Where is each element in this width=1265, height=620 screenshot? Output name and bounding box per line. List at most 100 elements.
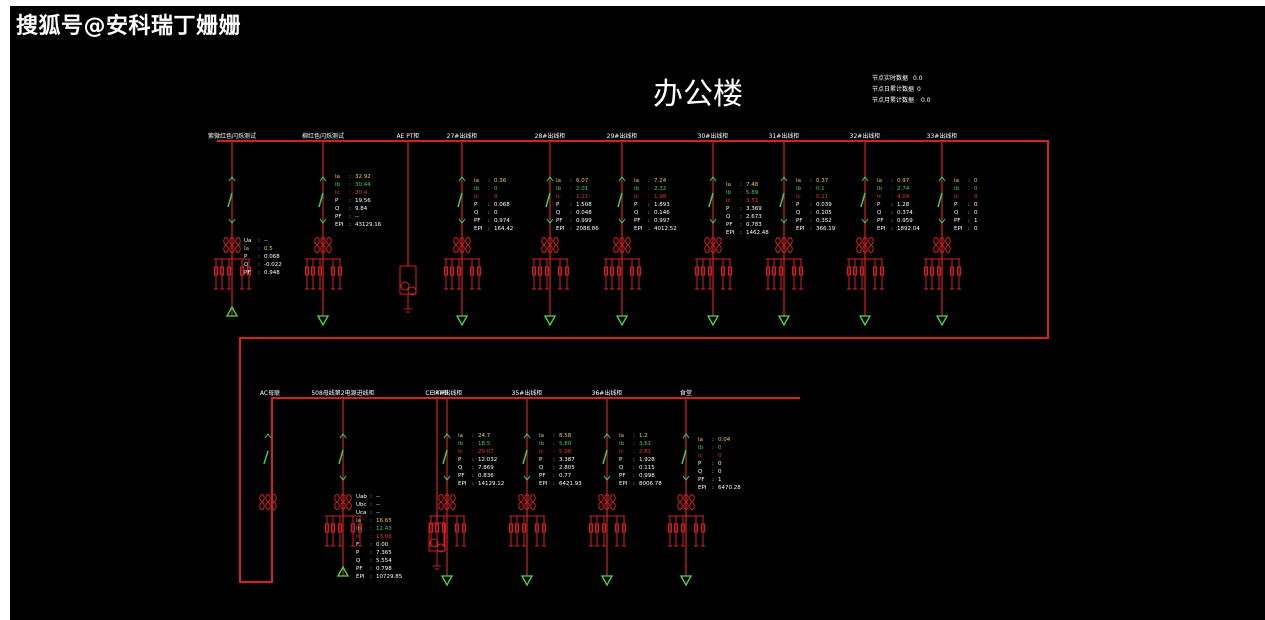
chevron-down-icon bbox=[603, 475, 611, 481]
meter-colon: : bbox=[891, 226, 893, 232]
meter-colon: : bbox=[712, 461, 714, 467]
chevron-up-icon bbox=[938, 176, 946, 182]
meter-value: 6470.28 bbox=[718, 485, 741, 491]
arrester-icon bbox=[240, 266, 244, 276]
feeder-row2-5: 36#出线柜Ia:1.2Ib:3.61Ic:2.81P:1.928Q:0.115… bbox=[589, 389, 662, 587]
meter-value: 0.836 bbox=[478, 473, 494, 479]
stat-label: 节点日累计数据 bbox=[872, 85, 914, 93]
meter-colon: : bbox=[488, 218, 490, 224]
arrester-icon bbox=[957, 266, 961, 276]
meter-readings: Ia:7.48Ib:5.89Ic:3.51P:3.369Q:2.673PF:0.… bbox=[726, 182, 769, 236]
meter-label: Ia bbox=[954, 178, 959, 184]
meter-colon: : bbox=[810, 178, 812, 184]
switch-blade bbox=[545, 192, 551, 208]
meter-label: Ia bbox=[619, 433, 624, 439]
chevron-up-icon bbox=[709, 176, 717, 182]
meter-label: Ubc bbox=[356, 502, 367, 508]
meter-label: Ib bbox=[634, 186, 640, 192]
arrester-icon bbox=[779, 266, 783, 276]
ct-icon bbox=[259, 494, 265, 502]
meter-label: Q bbox=[796, 210, 801, 216]
meter-colon: : bbox=[553, 473, 555, 479]
load-triangle-icon bbox=[336, 565, 350, 577]
meter-label: Ia bbox=[335, 174, 340, 180]
pt-coil bbox=[400, 281, 410, 291]
chevron-up-icon bbox=[780, 176, 788, 182]
meter-label: PF bbox=[634, 218, 640, 224]
arrester-icon bbox=[847, 266, 851, 276]
feeder-row1-1: 柳红色闪烁测试Ia:32.92Ib:30.44Ic:30.4P:19.56Q:9… bbox=[302, 132, 382, 327]
feeder-name: 紫微红色闪烁测试 bbox=[208, 132, 256, 140]
ct-icon bbox=[235, 245, 241, 253]
arrester-icon bbox=[799, 266, 803, 276]
meter-label: P bbox=[474, 202, 478, 208]
switch-blade bbox=[617, 192, 623, 208]
meter-colon: : bbox=[370, 510, 372, 516]
meter-readings: Ia:0.37Ib:0.1Ic:0.11P:0.039Q:0.105PF:0.3… bbox=[796, 178, 836, 232]
feeder-name: 34#出线柜 bbox=[432, 389, 463, 397]
meter-label: PF bbox=[474, 218, 480, 224]
meter-label: Ic bbox=[539, 449, 544, 455]
meter-label: P bbox=[356, 550, 360, 556]
arrester-icon bbox=[695, 266, 699, 276]
meter-colon: : bbox=[488, 202, 490, 208]
meter-label: P bbox=[796, 202, 800, 208]
stat-label: 节点月累计数据 bbox=[872, 96, 914, 104]
meter-label: PF bbox=[356, 566, 362, 572]
arrester-icon bbox=[766, 266, 770, 276]
meter-readings: Ia:7.24Ib:2.32Ic:1.98P:1.893Q:0.146PF:0.… bbox=[634, 178, 677, 232]
meter-label: P bbox=[458, 457, 462, 463]
arrester-icon bbox=[772, 266, 776, 276]
feeder-row1-8: 32#出线柜Ia:0.97Ib:2.74Ic:4.04P:1.28Q:0.374… bbox=[847, 132, 920, 327]
meter-value: 0.115 bbox=[639, 465, 655, 471]
feeder-row1-7: 31#出线柜Ia:0.37Ib:0.1Ic:0.11P:0.039Q:0.105… bbox=[766, 132, 836, 327]
meter-value: 1.2 bbox=[639, 433, 648, 439]
meter-value: -0.022 bbox=[264, 262, 282, 268]
switch-blade bbox=[338, 449, 344, 465]
meter-colon: : bbox=[891, 178, 893, 184]
meter-label: Ia bbox=[796, 178, 801, 184]
ct-icon bbox=[689, 494, 695, 502]
meter-value: 0.36 bbox=[494, 178, 507, 184]
feeder-row2-4: 35#出线柜Ia:8.58Ib:5.80Ic:5.98P:3.387Q:2.80… bbox=[509, 389, 582, 587]
meter-colon: : bbox=[740, 222, 742, 228]
arrester-icon bbox=[558, 266, 562, 276]
ct-icon bbox=[710, 237, 716, 245]
meter-value: 2.81 bbox=[639, 449, 651, 455]
meter-label: P bbox=[954, 202, 958, 208]
ct-icon bbox=[613, 237, 619, 245]
arrester-icon bbox=[604, 266, 608, 276]
meter-colon: : bbox=[349, 182, 351, 188]
meter-readings: Ia:24.7Ib:18.5Ic:20.07P:12.032Q:7.869PF:… bbox=[458, 433, 504, 487]
meter-colon: : bbox=[258, 246, 260, 252]
arrester-icon bbox=[589, 523, 593, 533]
load-triangle-icon bbox=[600, 575, 614, 587]
chevron-up-icon bbox=[339, 433, 347, 439]
meter-colon: : bbox=[648, 178, 650, 184]
ct-icon bbox=[781, 237, 787, 245]
meter-label: EPI bbox=[356, 574, 365, 580]
ct-icon bbox=[465, 245, 471, 253]
ct-icon bbox=[683, 502, 689, 510]
arrester-icon bbox=[622, 523, 626, 533]
load-triangle-icon bbox=[455, 315, 469, 327]
chevron-up-icon bbox=[682, 433, 690, 439]
meter-readings: Ia:0.36Ib:0Ic:0P:0.068Q:0PF:0.974EPI:164… bbox=[474, 178, 513, 232]
meter-value: 2.673 bbox=[746, 214, 762, 220]
chevron-down-icon bbox=[319, 218, 327, 224]
meter-label: P bbox=[698, 461, 702, 467]
chevron-up-icon bbox=[228, 176, 236, 182]
arrester-icon bbox=[429, 523, 433, 533]
arrester-icon bbox=[617, 266, 621, 276]
meter-value: 14129.12 bbox=[478, 481, 504, 487]
meter-value: 0.00 bbox=[376, 542, 389, 548]
meter-value: 1892.04 bbox=[897, 226, 920, 232]
meter-value: 0 bbox=[494, 186, 498, 192]
arrester-icon bbox=[873, 266, 877, 276]
meter-colon: : bbox=[570, 186, 572, 192]
meter-value: 5.80 bbox=[559, 441, 572, 447]
meter-value: 0.798 bbox=[376, 566, 392, 572]
chevron-down-icon bbox=[682, 475, 690, 481]
meter-value: 16.65 bbox=[376, 518, 392, 524]
meter-label: Uab bbox=[356, 494, 367, 500]
